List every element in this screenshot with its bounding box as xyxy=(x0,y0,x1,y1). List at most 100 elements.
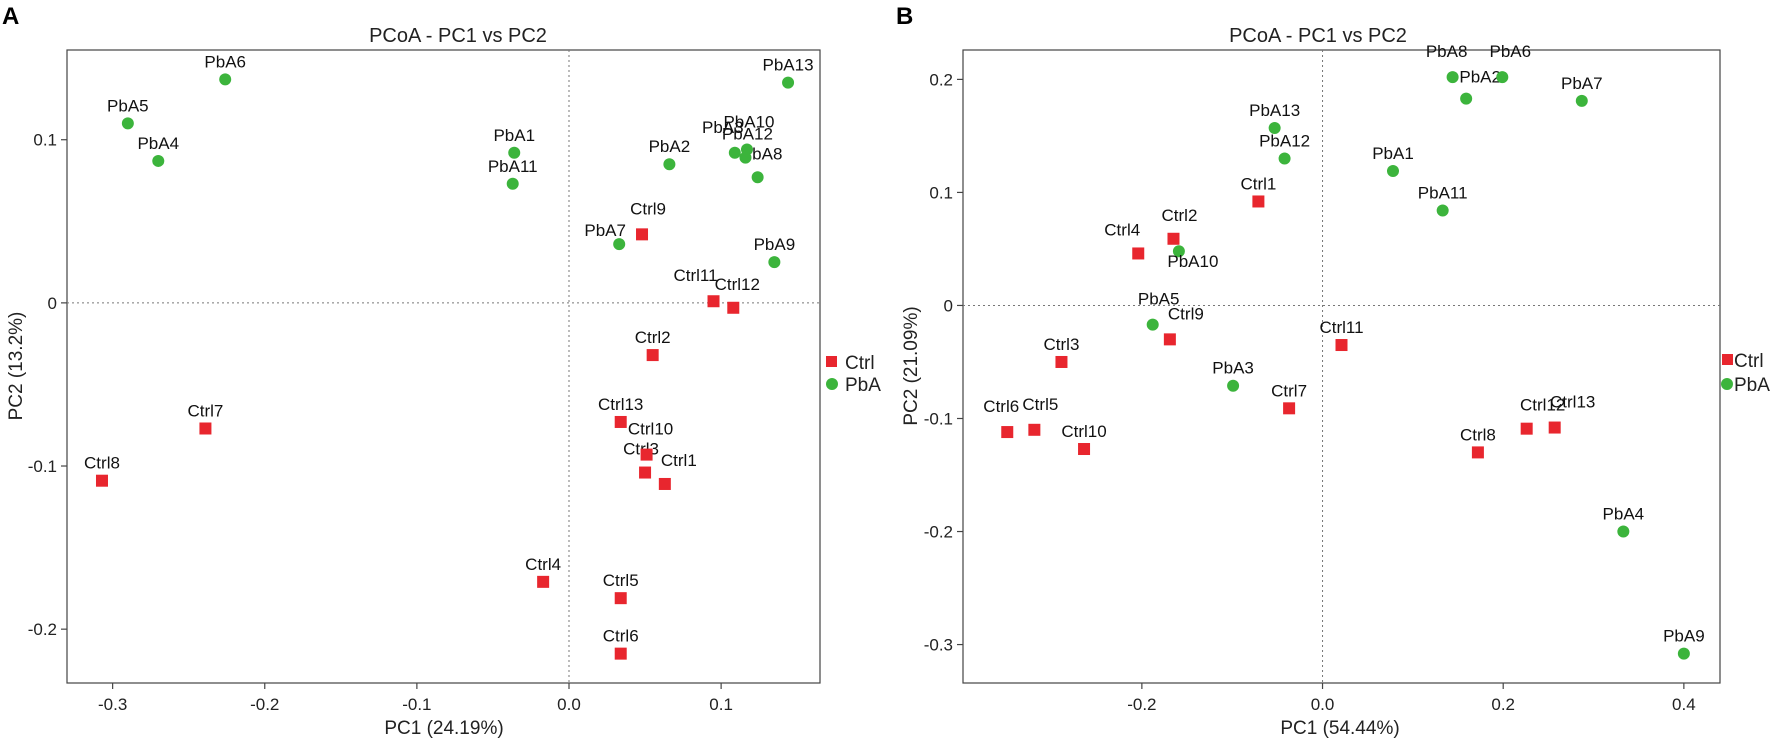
legend-pba-marker xyxy=(1721,378,1733,390)
panel-letter: A xyxy=(2,3,19,30)
point-label: Ctrl4 xyxy=(1104,220,1140,239)
y-tick-label: -0.1 xyxy=(28,457,57,476)
y-axis-label: PC2 (21.09%) xyxy=(901,306,922,425)
chart-title: PCoA - PC1 vs PC2 xyxy=(1229,25,1407,47)
point-ctrl10 xyxy=(640,448,653,461)
legend-ctrl-label: Ctrl xyxy=(1734,351,1764,372)
point-label: PbA12 xyxy=(1259,132,1310,151)
point-pba9 xyxy=(1677,647,1690,660)
legend-ctrl-marker xyxy=(826,356,837,367)
panel-b: B PCoA - PC1 vs PC2 -0.2 0.0 0.2 0.4 0.2 0.1… xyxy=(896,3,1770,739)
zero-lines xyxy=(67,50,820,683)
point-pba2 xyxy=(663,158,676,171)
y-tick-label: 0 xyxy=(48,294,57,313)
point-label: PbA10 xyxy=(1167,252,1218,271)
y-tick-label: -0.2 xyxy=(924,523,953,542)
x-tick-label: 0.2 xyxy=(1491,695,1515,714)
point-pba12 xyxy=(1278,152,1291,165)
point-label: PbA3 xyxy=(702,118,744,137)
point-label: PbA7 xyxy=(1561,74,1603,93)
point-label: PbA9 xyxy=(754,235,796,254)
point-label: PbA5 xyxy=(107,96,149,115)
point-label: Ctrl10 xyxy=(1061,422,1106,441)
point-label: Ctrl12 xyxy=(715,275,760,294)
y-tick-label: 0 xyxy=(944,296,953,315)
point-label: PbA9 xyxy=(1663,627,1705,646)
point-label: Ctrl10 xyxy=(628,420,673,439)
legend-pba-marker xyxy=(826,378,838,390)
y-tick-label: -0.3 xyxy=(924,636,953,655)
point-pba8 xyxy=(1446,71,1459,84)
point-ctrl5 xyxy=(1028,423,1041,436)
point-label: Ctrl7 xyxy=(1271,381,1307,400)
point-label: PbA4 xyxy=(1603,505,1645,524)
point-pba11 xyxy=(506,177,519,190)
point-ctrl3 xyxy=(1055,355,1068,368)
point-label: PbA4 xyxy=(137,134,179,153)
y-axis: 0.1 0 -0.1 -0.2 xyxy=(28,131,67,639)
point-label: PbA5 xyxy=(1138,290,1180,309)
point-ctrl9 xyxy=(1163,333,1176,346)
y-axis-label: PC2 (13.2%) xyxy=(6,312,27,421)
point-label: PbA11 xyxy=(1418,184,1468,203)
x-tick-label: 0.0 xyxy=(1311,695,1335,714)
point-label: PbA11 xyxy=(488,157,538,176)
y-tick-label: 0.1 xyxy=(33,131,57,150)
point-ctrl4 xyxy=(537,575,550,588)
point-label: Ctrl5 xyxy=(1022,395,1058,414)
point-pba2 xyxy=(1460,92,1473,105)
point-label: Ctrl8 xyxy=(1460,425,1496,444)
point-pba5 xyxy=(1146,318,1159,331)
point-pba6 xyxy=(1496,71,1509,84)
point-ctrl1 xyxy=(658,477,671,490)
point-label: PbA2 xyxy=(1459,68,1501,87)
y-tick-label: -0.2 xyxy=(28,620,57,639)
point-ctrl11 xyxy=(1335,339,1348,352)
point-pba13 xyxy=(782,76,795,89)
point-pba3 xyxy=(1227,379,1240,392)
point-label: Ctrl3 xyxy=(1044,335,1080,354)
point-label: Ctrl9 xyxy=(1168,304,1204,323)
legend-ctrl-marker xyxy=(1722,354,1733,365)
point-label: PbA10 xyxy=(723,113,774,132)
point-ctrl9 xyxy=(636,228,649,241)
point-label: Ctrl7 xyxy=(187,401,223,420)
point-label: Ctrl13 xyxy=(1550,393,1595,412)
x-tick-label: 0.4 xyxy=(1672,695,1696,714)
point-label: Ctrl2 xyxy=(1162,206,1198,225)
y-tick-label: 0.1 xyxy=(929,183,953,202)
point-label: Ctrl6 xyxy=(983,397,1019,416)
point-ctrl4 xyxy=(1132,247,1145,260)
point-label: PbA12 xyxy=(722,125,773,144)
point-label: Ctrl4 xyxy=(525,555,561,574)
point-ctrl3 xyxy=(639,466,652,479)
x-axis-label: PC1 (54.44%) xyxy=(1280,718,1399,739)
legend: Ctrl PbA xyxy=(826,353,881,396)
point-ctrl8 xyxy=(1471,446,1484,459)
y-axis: 0.2 0.1 0 -0.1 -0.2 -0.3 xyxy=(924,70,963,655)
x-axis: -0.2 0.0 0.2 0.4 xyxy=(1127,683,1696,714)
point-label: PbA7 xyxy=(584,221,626,240)
plot-frame xyxy=(66,49,821,684)
legend-ctrl-label: Ctrl xyxy=(845,353,875,374)
point-pba5 xyxy=(121,117,134,130)
point-ctrl12 xyxy=(727,301,740,314)
point-pba4 xyxy=(152,154,165,167)
x-axis-label: PC1 (24.19%) xyxy=(384,718,503,739)
point-pba12 xyxy=(739,151,752,164)
point-ctrl2 xyxy=(646,349,659,362)
point-pba9 xyxy=(768,256,781,269)
point-pba6 xyxy=(219,73,232,86)
legend-pba-label: PbA xyxy=(845,375,881,396)
point-ctrl6 xyxy=(614,647,627,660)
x-tick-label: 0.0 xyxy=(557,695,581,714)
point-ctrl13 xyxy=(1548,421,1561,434)
chart-title: PCoA - PC1 vs PC2 xyxy=(369,25,547,47)
point-pba7 xyxy=(1575,94,1588,107)
point-label: Ctrl2 xyxy=(635,328,671,347)
point-label: Ctrl9 xyxy=(630,199,666,218)
point-label: PbA6 xyxy=(204,52,246,71)
point-ctrl13 xyxy=(614,415,627,428)
point-label: Ctrl8 xyxy=(84,454,120,473)
